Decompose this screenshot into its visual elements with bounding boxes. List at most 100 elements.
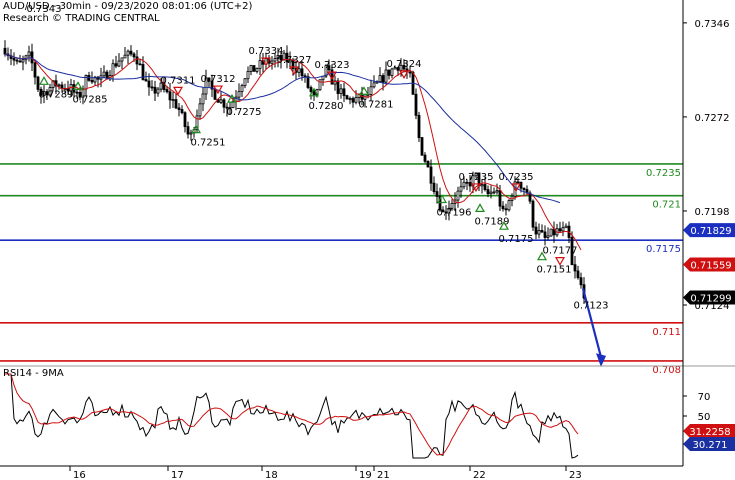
candle — [480, 178, 484, 194]
candle — [465, 179, 469, 191]
chart-source: Research © TRADING CENTRAL — [3, 13, 160, 24]
candle — [501, 201, 505, 212]
candle — [555, 223, 559, 238]
rsi-ma-line — [5, 373, 579, 456]
candle — [441, 206, 445, 213]
candle — [348, 96, 352, 105]
rsi-tick-label: 70 — [698, 392, 711, 403]
candle — [252, 65, 256, 72]
candle — [201, 87, 205, 112]
candle — [504, 203, 508, 216]
candle — [462, 176, 466, 190]
level-label: 0.708 — [652, 365, 681, 376]
pivot-high-label: 0.7312 — [201, 74, 236, 85]
candle — [447, 200, 451, 221]
candle — [204, 69, 208, 101]
candle — [528, 190, 532, 204]
candle — [237, 83, 241, 102]
candle — [474, 172, 478, 178]
candle — [429, 159, 433, 191]
candle — [258, 53, 262, 76]
buy-signal-icon — [536, 251, 548, 261]
buy-signal-icon — [72, 81, 84, 90]
candle — [432, 176, 436, 195]
candle — [423, 152, 427, 164]
candle — [147, 73, 151, 96]
pivot-high-label: 0.7235 — [499, 172, 534, 183]
price-tag: 0.71559 — [683, 257, 735, 272]
candle — [21, 55, 25, 71]
buy-signal-icon — [474, 203, 486, 212]
rsi-value-tag: 31.2258 — [683, 424, 735, 438]
candle — [108, 70, 112, 81]
candle — [321, 75, 325, 86]
svg-text:31.2258: 31.2258 — [689, 427, 730, 438]
candle — [114, 55, 118, 69]
candle — [309, 85, 313, 100]
candle — [249, 64, 253, 76]
candle — [186, 121, 190, 139]
candle — [288, 51, 292, 69]
candle — [246, 66, 250, 84]
candle — [495, 183, 499, 195]
candle — [174, 93, 178, 110]
candle — [450, 199, 454, 211]
sell-signal-icon — [510, 183, 522, 193]
candle — [180, 105, 184, 115]
pivot-low-label: 0.7175 — [499, 234, 534, 245]
candle — [129, 45, 133, 57]
candle — [561, 221, 565, 237]
projection-arrow-line — [581, 288, 603, 358]
candle — [537, 223, 541, 239]
candle — [576, 265, 580, 280]
candle — [297, 62, 301, 78]
price-tick-label: 0.7124 — [695, 301, 730, 312]
candle — [369, 79, 373, 101]
candle — [546, 227, 550, 241]
candle — [57, 83, 61, 90]
time-tick-label: 19 — [359, 470, 372, 480]
time-tick-label: 23 — [569, 470, 582, 480]
candle — [372, 75, 376, 89]
level-label: 0.721 — [652, 200, 681, 211]
level-label: 0.7235 — [646, 168, 681, 179]
candle — [339, 83, 343, 99]
rsi-tick-label: 50 — [698, 412, 711, 423]
sell-signal-icon — [554, 257, 566, 266]
candle — [549, 228, 553, 237]
candle — [579, 272, 583, 289]
candle — [270, 55, 274, 70]
candle — [171, 91, 175, 109]
candle — [570, 231, 574, 266]
candle — [387, 69, 391, 80]
candle — [255, 67, 259, 74]
candle — [135, 50, 139, 71]
candle — [468, 174, 472, 192]
candle — [153, 80, 157, 101]
candle — [507, 199, 511, 212]
candle — [30, 43, 34, 71]
pivot-low-label: 0.7251 — [191, 138, 226, 149]
pivot-high-label: 0.7334 — [249, 46, 284, 57]
candle — [543, 225, 547, 246]
candle — [27, 45, 31, 62]
candle — [243, 78, 247, 89]
candle — [39, 86, 43, 104]
candle — [6, 47, 10, 61]
time-tick-label: 18 — [265, 470, 278, 480]
candle — [516, 178, 520, 184]
candle — [276, 47, 280, 68]
rsi-value-tag: 30.271 — [683, 437, 735, 451]
candle — [378, 67, 382, 83]
candle — [540, 224, 544, 234]
candle — [273, 52, 277, 68]
time-tick-label: 22 — [473, 470, 486, 480]
buy-signal-icon — [38, 76, 50, 85]
pivot-low-label: 0.7196 — [437, 208, 472, 219]
candle — [225, 103, 229, 117]
candle — [327, 59, 331, 72]
candle — [459, 179, 463, 198]
candle — [393, 65, 397, 70]
candle — [345, 94, 349, 100]
candle — [87, 71, 91, 82]
